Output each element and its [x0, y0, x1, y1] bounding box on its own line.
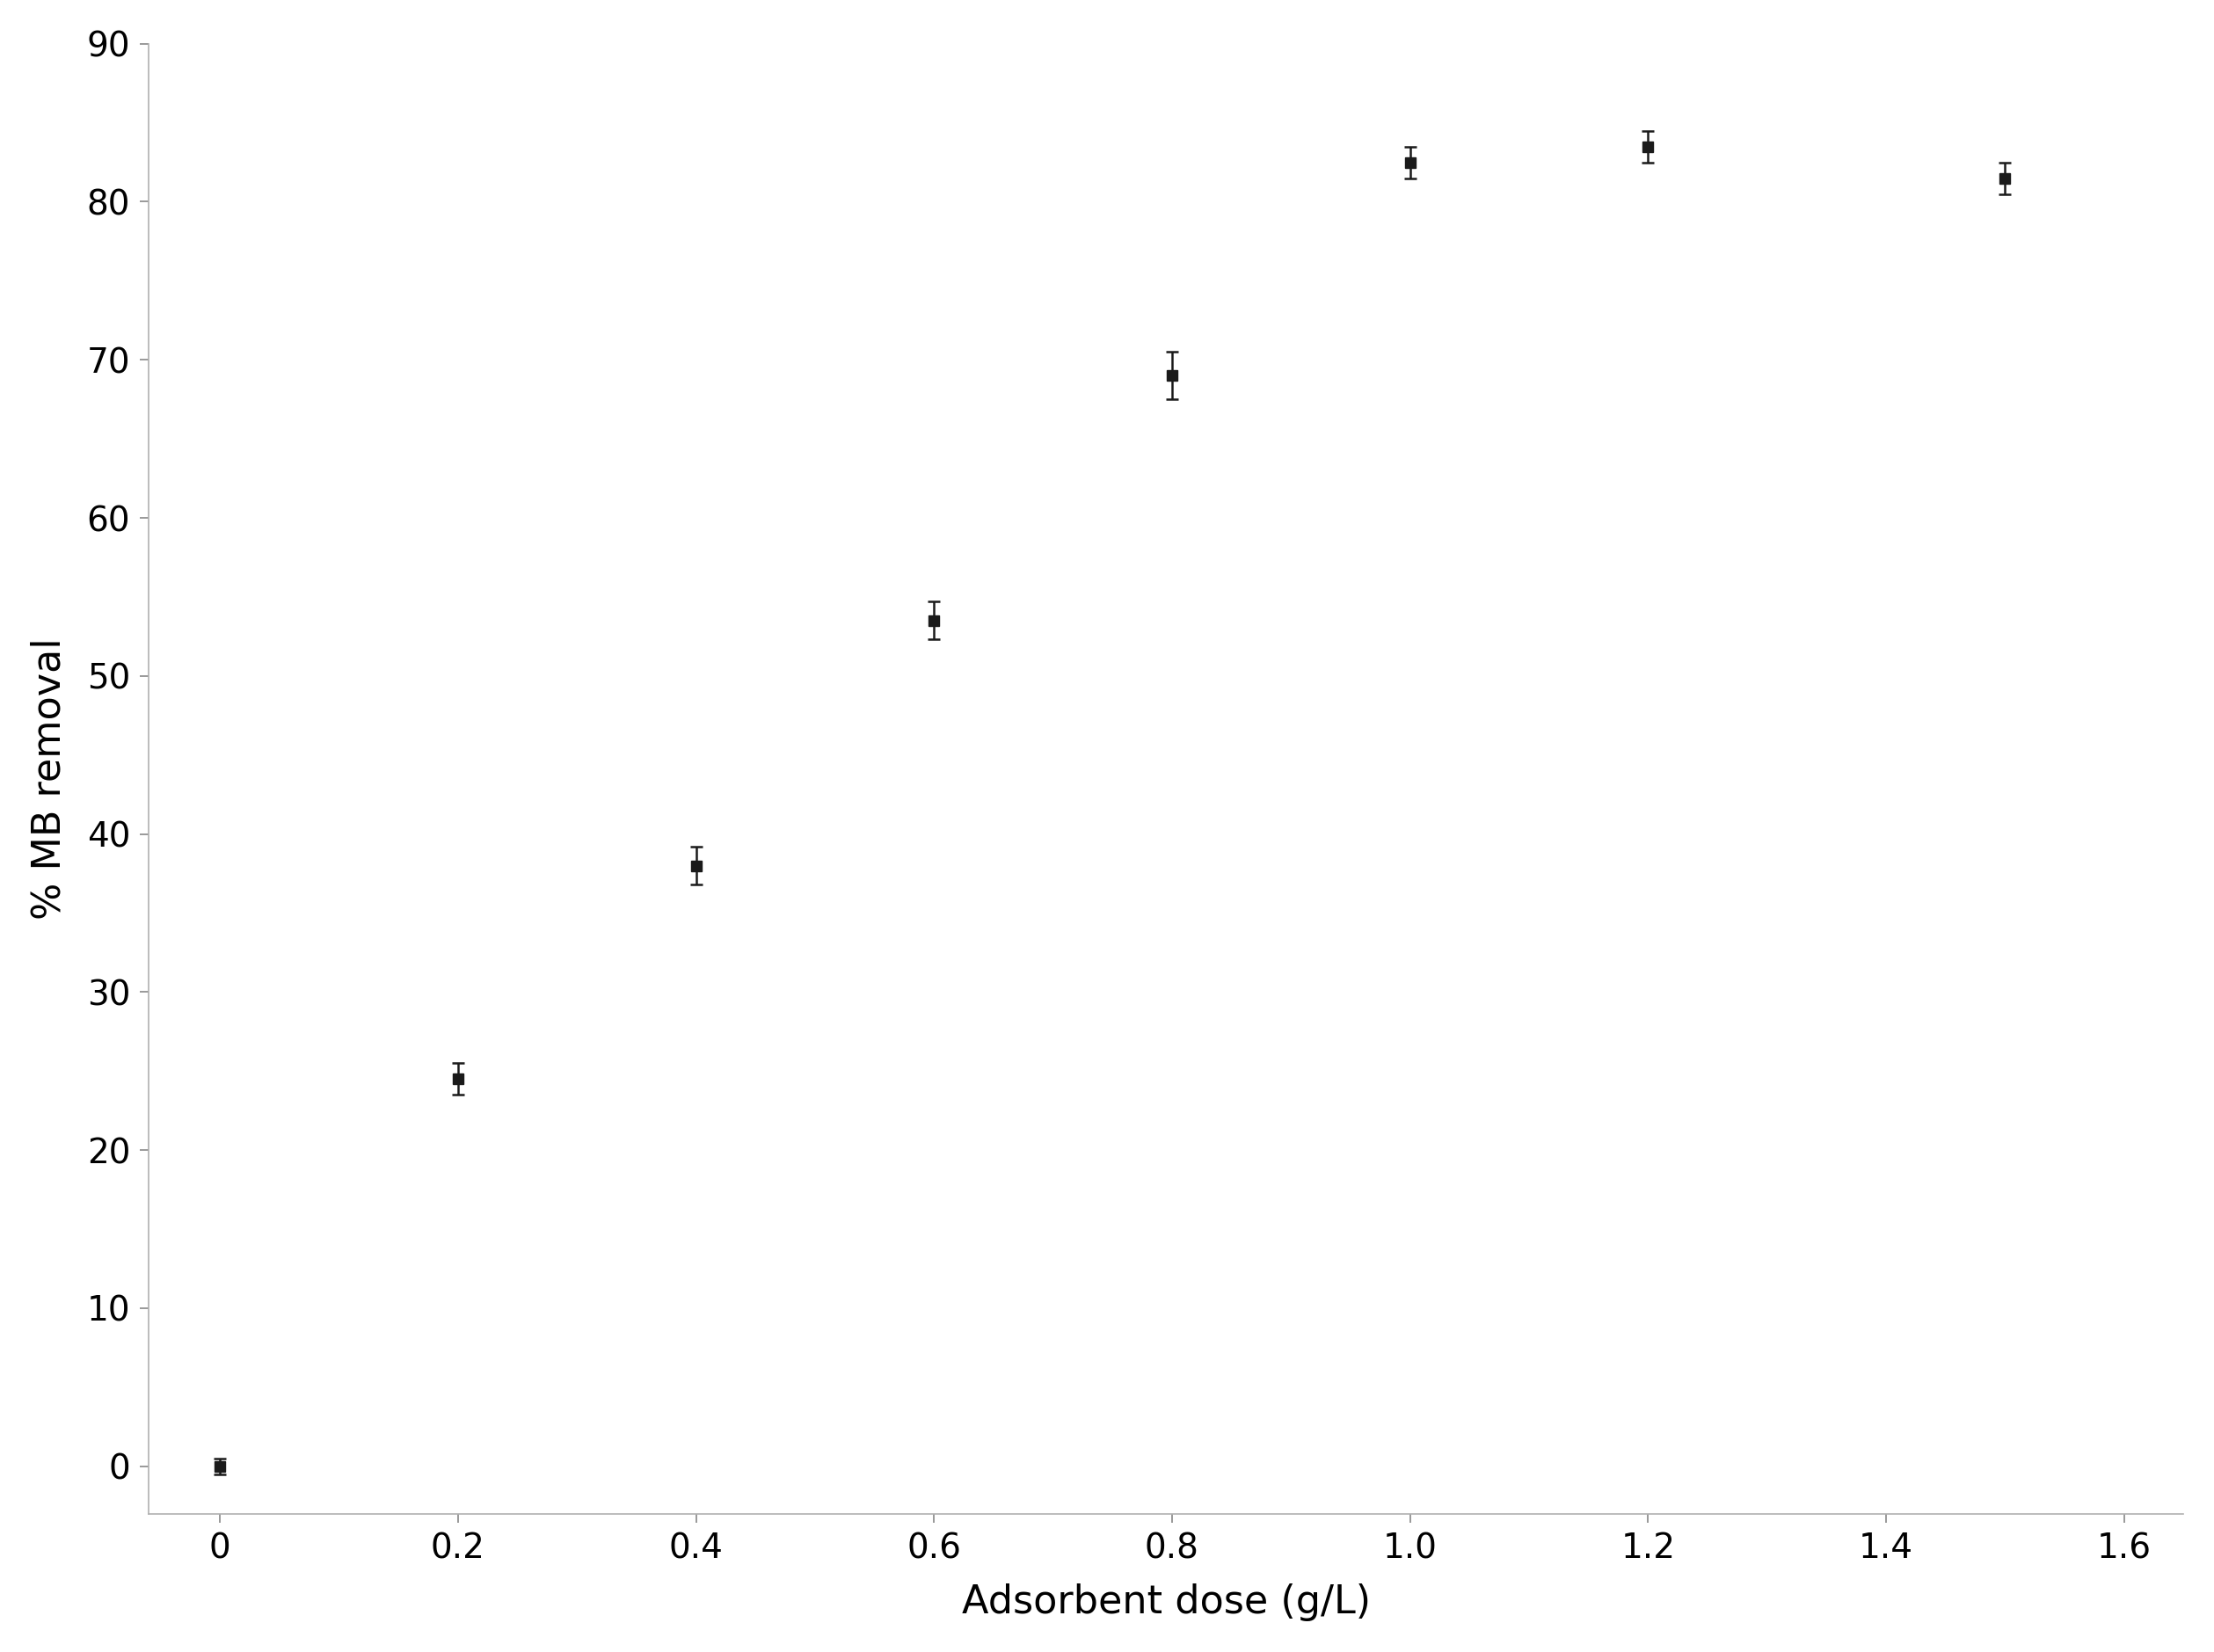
- Y-axis label: % MB removal: % MB removal: [31, 638, 69, 920]
- X-axis label: Adsorbent dose (g/L): Adsorbent dose (g/L): [961, 1584, 1370, 1622]
